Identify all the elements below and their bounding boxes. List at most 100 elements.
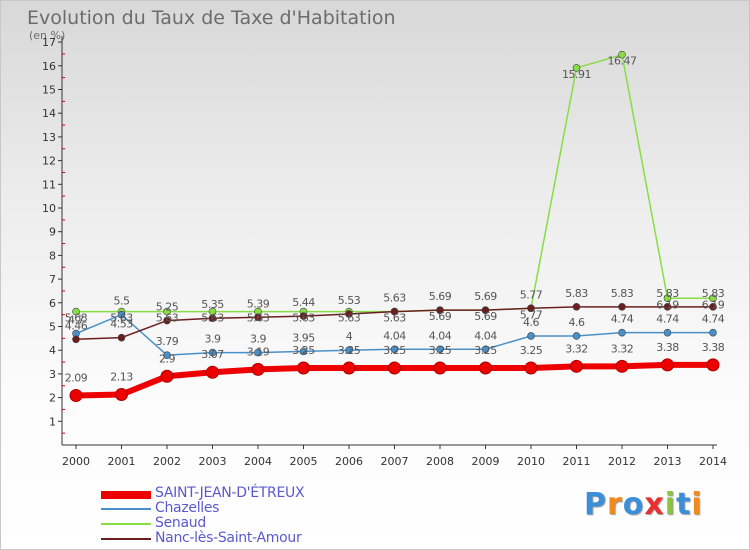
data-label: 3.95 bbox=[292, 331, 315, 344]
data-label: 4.74 bbox=[656, 313, 679, 326]
data-point bbox=[299, 347, 308, 356]
data-point bbox=[254, 313, 262, 322]
data-point bbox=[570, 359, 583, 373]
data-point bbox=[481, 345, 490, 354]
series-line-2 bbox=[76, 53, 713, 313]
y-tick-label: 16 bbox=[42, 60, 56, 73]
data-label: 3.38 bbox=[656, 341, 679, 354]
x-tick-label: 2006 bbox=[335, 455, 363, 468]
data-label: 5.5 bbox=[114, 295, 130, 308]
data-point bbox=[436, 345, 444, 354]
legend-swatch bbox=[101, 491, 151, 499]
legend-item-saint-jean[interactable]: SAINT-JEAN-D'ÉTREUX bbox=[101, 485, 361, 502]
data-point bbox=[706, 358, 720, 372]
data-point bbox=[433, 361, 447, 375]
y-tick-label: 12 bbox=[42, 155, 56, 168]
data-label: 5.63 bbox=[110, 312, 133, 325]
data-label: 5.63 bbox=[156, 312, 179, 325]
y-tick-label: 9 bbox=[49, 226, 56, 239]
x-tick-label: 2010 bbox=[517, 455, 545, 468]
legend-swatch bbox=[101, 508, 151, 510]
data-point bbox=[572, 303, 581, 311]
data-label: 3.79 bbox=[156, 335, 179, 348]
data-point bbox=[208, 348, 217, 357]
logo-letter: P bbox=[584, 487, 607, 522]
data-label: 5.63 bbox=[247, 312, 270, 325]
data-point bbox=[206, 365, 219, 379]
data-label: 5.69 bbox=[474, 310, 497, 323]
data-label: 4.6 bbox=[569, 316, 585, 329]
proxiti-logo[interactable]: Proxiti bbox=[584, 487, 703, 522]
data-label: 5.83 bbox=[702, 287, 725, 300]
logo-letter: i bbox=[664, 487, 677, 522]
y-tick-label: 13 bbox=[42, 131, 56, 144]
data-point bbox=[479, 361, 492, 375]
data-point bbox=[117, 333, 126, 342]
legend-item-senaud[interactable]: Senaud bbox=[101, 515, 361, 532]
y-tick-label: 14 bbox=[42, 107, 56, 120]
x-tick-label: 2008 bbox=[426, 455, 454, 468]
data-label: 4.04 bbox=[383, 329, 406, 342]
data-label: 3.25 bbox=[383, 344, 406, 357]
x-tick-label: 2005 bbox=[290, 455, 318, 468]
data-point bbox=[436, 306, 444, 314]
data-point bbox=[72, 307, 80, 316]
logo-letter: i bbox=[691, 487, 703, 522]
y-tick-label: 8 bbox=[49, 249, 56, 262]
data-label: 3.25 bbox=[429, 344, 452, 357]
data-point bbox=[618, 303, 626, 311]
x-tick-label: 2009 bbox=[472, 455, 500, 468]
y-tick-label: 7 bbox=[49, 273, 56, 286]
data-label: 5.83 bbox=[656, 287, 679, 300]
y-tick-label: 15 bbox=[42, 84, 56, 97]
data-point bbox=[481, 306, 490, 314]
legend-item-chazelles[interactable]: Chazelles bbox=[101, 500, 361, 517]
y-tick-label: 1 bbox=[49, 415, 56, 428]
data-label: 3.25 bbox=[292, 344, 315, 357]
data-point bbox=[69, 388, 83, 402]
data-label: 3.25 bbox=[520, 344, 543, 357]
data-label: 16.47 bbox=[608, 55, 637, 68]
data-label: 5.63 bbox=[65, 312, 88, 325]
data-point bbox=[618, 50, 626, 59]
data-point bbox=[254, 348, 262, 357]
data-label: 5.39 bbox=[247, 297, 270, 310]
x-tick-label: 2001 bbox=[108, 455, 136, 468]
data-point bbox=[163, 316, 171, 325]
data-label: 5.53 bbox=[338, 294, 361, 307]
data-label: 15.91 bbox=[562, 68, 591, 81]
x-tick-label: 2012 bbox=[608, 455, 636, 468]
data-point bbox=[160, 369, 174, 383]
data-label: 5.63 bbox=[383, 292, 406, 305]
data-point bbox=[390, 345, 399, 354]
data-label: 4.46 bbox=[65, 319, 88, 332]
legend-label: Chazelles bbox=[155, 500, 220, 516]
y-tick-label: 2 bbox=[49, 392, 56, 405]
data-point bbox=[663, 328, 672, 337]
data-label: 4.6 bbox=[523, 316, 539, 329]
logo-letter: t bbox=[676, 487, 692, 522]
data-label: 3.9 bbox=[250, 333, 266, 346]
data-point bbox=[615, 359, 629, 373]
data-point bbox=[618, 328, 626, 337]
data-label: 3.19 bbox=[247, 345, 270, 358]
data-point bbox=[342, 361, 356, 375]
chart-title: Evolution du Taux de Taxe d'Habitation bbox=[27, 7, 396, 29]
data-label: 5.69 bbox=[474, 290, 497, 303]
logo-letter: x bbox=[644, 487, 665, 522]
legend: SAINT-JEAN-D'ÉTREUX Chazelles Senaud Nan… bbox=[101, 485, 361, 547]
data-label: 4.74 bbox=[611, 313, 634, 326]
data-label: 5.63 bbox=[292, 312, 315, 325]
data-label: 4.7 bbox=[68, 314, 84, 327]
y-tick-label: 6 bbox=[49, 297, 56, 310]
legend-label: SAINT-JEAN-D'ÉTREUX bbox=[155, 485, 305, 501]
data-label: 5.35 bbox=[201, 298, 224, 311]
data-point bbox=[251, 362, 265, 376]
data-point bbox=[299, 312, 308, 320]
data-label: 4 bbox=[346, 330, 353, 343]
data-label: 2.13 bbox=[110, 371, 133, 384]
legend-swatch bbox=[101, 523, 151, 525]
legend-item-nanc[interactable]: Nanc-lès-Saint-Amour bbox=[101, 530, 361, 547]
data-point bbox=[345, 346, 353, 355]
